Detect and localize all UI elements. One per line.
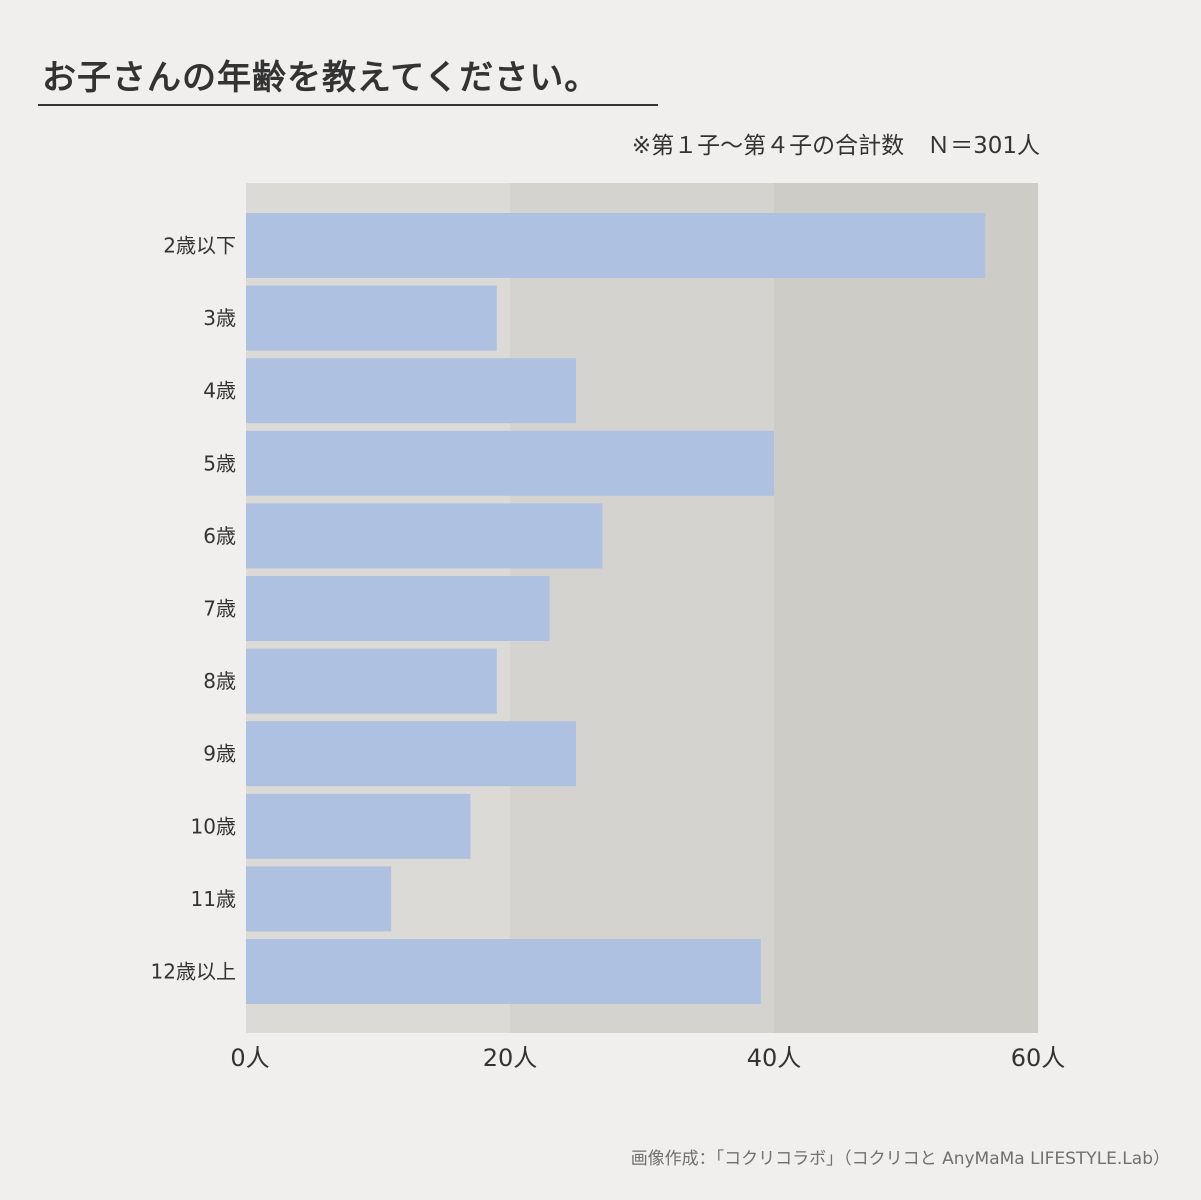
plot-band-2: [774, 183, 1038, 1033]
x-tick-label-3: 60人: [1011, 1044, 1066, 1072]
x-tick-label-0: 0人: [230, 1044, 269, 1072]
category-label-1: 3歳: [203, 306, 236, 330]
bar-3: [246, 430, 774, 496]
bar-10: [246, 939, 761, 1004]
image-credit: 画像作成：「コクリコラボ」（コクリコと AnyMaMa LIFESTYLE.La…: [630, 1149, 1170, 1169]
plot-band-1: [510, 183, 774, 1033]
bar-8: [246, 793, 471, 859]
bar-5: [246, 576, 550, 641]
title-underline: [38, 104, 658, 106]
chart-title: お子さんの年齢を教えてください。: [42, 58, 600, 98]
bar-6: [246, 648, 497, 714]
sample-note: ※第１子〜第４子の合計数 Ｎ＝301人: [631, 133, 1040, 159]
bar-1: [246, 285, 497, 351]
category-label-8: 10歳: [191, 814, 236, 838]
bar-0: [246, 213, 986, 278]
x-tick-label-2: 40人: [747, 1044, 802, 1072]
bar-9: [246, 866, 392, 932]
category-label-3: 5歳: [203, 451, 236, 475]
category-label-6: 8歳: [203, 669, 236, 693]
category-label-2: 4歳: [203, 379, 236, 403]
bar-7: [246, 721, 576, 787]
category-label-4: 6歳: [203, 524, 236, 548]
x-tick-label-1: 20人: [483, 1044, 538, 1072]
bar-2: [246, 358, 576, 424]
category-label-0: 2歳以下: [163, 234, 236, 258]
category-label-7: 9歳: [203, 742, 236, 766]
category-label-5: 7歳: [203, 597, 236, 621]
bar-4: [246, 503, 603, 569]
category-label-9: 11歳: [191, 887, 236, 911]
category-label-10: 12歳以上: [151, 960, 236, 984]
